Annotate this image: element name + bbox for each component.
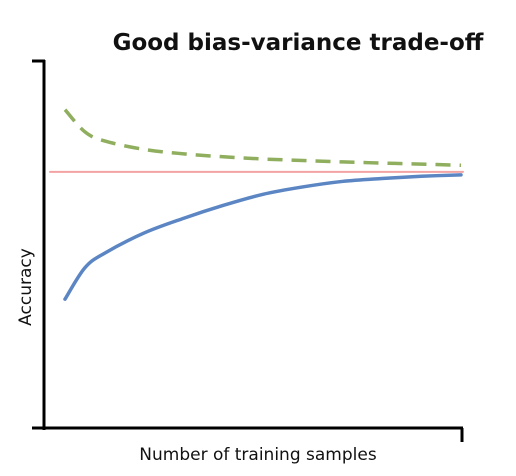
series-layer [49,108,464,301]
x-axis-label: Number of training samples [139,445,377,465]
chart-title: Good bias-variance trade-off [113,30,484,56]
y-axis-label: Accuracy [16,248,36,326]
series-validation-accuracy [63,173,463,301]
series-training-accuracy [63,108,462,167]
